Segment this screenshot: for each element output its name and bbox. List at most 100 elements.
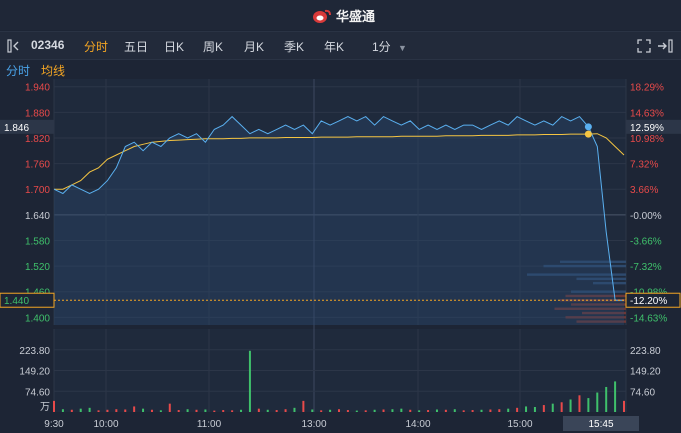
volume-bar: [453, 409, 456, 412]
volume-bar: [302, 400, 305, 412]
volume-bar: [53, 400, 55, 412]
volume-bar: [106, 409, 109, 412]
volume-bar: [311, 409, 314, 412]
volume-bar: [596, 392, 599, 412]
exit-panel-icon[interactable]: [657, 39, 673, 53]
volume-bar: [444, 409, 447, 412]
volume-bar: [275, 410, 278, 412]
volume-bar: [115, 409, 118, 412]
current-pct-tag: [626, 119, 681, 134]
volume-bar: [587, 398, 590, 412]
time-label: 10:00: [93, 419, 118, 430]
current-pct-label: 12.59%: [630, 123, 664, 134]
indicator-ma[interactable]: 均线: [41, 64, 66, 78]
tab-five-day[interactable]: 五日: [124, 40, 149, 54]
volume-bar: [462, 410, 465, 412]
avg-marker: [584, 130, 592, 138]
volume-bar: [498, 409, 501, 412]
volume-tick-label-right: 149.20: [630, 367, 661, 378]
collapse-panel-icon[interactable]: [7, 39, 23, 53]
intraday-chart[interactable]: 1.940 18.29% 1.880 14.63% 1.820 10.98% 1.760 7.…: [0, 79, 681, 433]
price-tick-label: 1.700: [25, 185, 50, 196]
volume-bar: [435, 409, 438, 412]
pct-tick-label: -3.66%: [630, 236, 662, 247]
interval-select-value: 1分: [372, 40, 391, 54]
time-label: 14:00: [405, 419, 430, 430]
price-tick-label: 1.940: [25, 83, 50, 94]
volume-bar: [177, 410, 180, 412]
depth-bar: [582, 311, 626, 315]
brand-logo-icon: [313, 9, 331, 23]
volume-bar: [240, 409, 243, 412]
depth-bar: [560, 260, 626, 263]
pct-tick-label: 7.32%: [630, 160, 658, 171]
time-label: 11:00: [197, 419, 222, 430]
volume-bar: [338, 409, 340, 412]
stock-code: 02346: [31, 38, 65, 52]
indicator-minute[interactable]: 分时: [6, 64, 31, 78]
volume-bar: [284, 409, 287, 412]
volume-bar: [427, 410, 430, 412]
volume-bar: [293, 407, 296, 412]
volume-bar: [79, 408, 82, 412]
time-label: 13:00: [301, 419, 326, 430]
tab-minute[interactable]: 分时: [84, 40, 109, 54]
volume-unit-label: 万: [40, 402, 50, 413]
pct-tick-label: 14.63%: [630, 108, 664, 119]
avg-line: [54, 133, 625, 190]
tab-month-k[interactable]: 月K: [244, 40, 265, 54]
volume-bar: [560, 402, 563, 412]
pct-tick-label: -7.32%: [630, 262, 662, 273]
volume-bar: [248, 350, 251, 412]
volume-bar: [266, 409, 269, 412]
volume-bar: [605, 386, 608, 412]
volume-bar: [614, 381, 617, 412]
tab-day-k[interactable]: 日K: [164, 40, 185, 54]
price-tick-label: 1.400: [25, 313, 50, 324]
tab-year-k[interactable]: 年K: [324, 40, 345, 54]
tab-quarter-k[interactable]: 季K: [284, 40, 305, 54]
volume-bar: [578, 395, 581, 412]
cursor-time-label: 15:45: [588, 419, 613, 430]
volume-bar: [516, 407, 519, 412]
volume-tick-label-right: 74.60: [630, 387, 655, 398]
volume-bar: [320, 410, 323, 412]
chevron-down-icon: ▼: [398, 43, 407, 53]
volume-bar: [400, 408, 403, 412]
volume-bar: [168, 403, 171, 412]
volume-bar: [150, 409, 153, 412]
volume-bar: [471, 410, 474, 412]
price-marker: [584, 123, 592, 131]
fullscreen-icon[interactable]: [637, 39, 651, 53]
current-price-label: 1.846: [4, 123, 29, 134]
cursor-price-tag: [0, 292, 55, 308]
price-tick-label: 1.880: [25, 108, 50, 119]
interval-select[interactable]: 1分 ▼: [372, 38, 407, 55]
volume-bar: [364, 410, 367, 412]
volume-tick-label: 149.20: [19, 367, 50, 378]
volume-bar: [391, 409, 394, 412]
volume-bar: [222, 410, 225, 412]
volume-bar: [346, 410, 349, 412]
pct-tick-label: 18.29%: [630, 83, 664, 94]
cursor-pct-tag: [625, 292, 681, 308]
depth-bar: [576, 320, 626, 323]
volume-bar: [373, 409, 376, 412]
price-line: [53, 115, 624, 301]
pct-tick-label: 3.66%: [630, 185, 658, 196]
depth-bar: [571, 290, 626, 293]
top-bar: 华盛通: [0, 0, 681, 30]
tab-week-k[interactable]: 周K: [203, 40, 224, 54]
volume-bar: [355, 410, 358, 412]
volume-tick-label: 223.80: [19, 346, 50, 357]
volume-bar: [70, 409, 73, 412]
volume-tick-label: 74.60: [25, 387, 50, 398]
volume-bar: [525, 406, 528, 412]
cursor-time-tag: [563, 416, 639, 431]
depth-bar: [565, 316, 626, 319]
volume-bar: [507, 408, 510, 412]
volume-bar: [186, 409, 189, 412]
price-tick-label: 1.760: [25, 160, 50, 171]
time-label: 9:30: [44, 419, 64, 430]
price-tick-label: 1.820: [25, 134, 50, 145]
